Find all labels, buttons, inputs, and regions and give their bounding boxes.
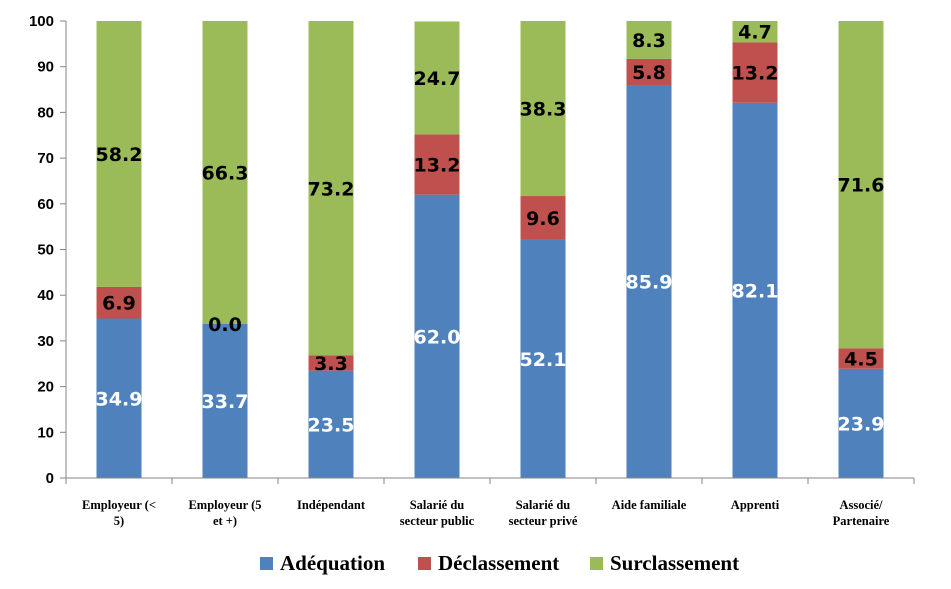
- data-label: 3.3: [314, 353, 348, 375]
- y-tick-label: 40: [37, 287, 54, 304]
- bar-segment: [96, 21, 142, 287]
- data-label: 9.6: [526, 208, 560, 230]
- y-tick-label: 50: [37, 242, 54, 259]
- bar-segment: [732, 42, 778, 103]
- bar-segment: [308, 370, 354, 478]
- y-tick-label: 0: [46, 470, 54, 487]
- y-tick-label: 60: [37, 196, 54, 213]
- x-tick-label: Apprenti: [731, 498, 780, 512]
- x-tick-label: Employeur (< 5): [82, 498, 156, 528]
- bar-segment: [626, 85, 672, 478]
- bar-segment: [838, 21, 884, 349]
- bars: [96, 21, 884, 478]
- data-label: 23.9: [838, 413, 885, 435]
- data-label: 23.5: [308, 414, 355, 436]
- x-tick-label: Aide familiale: [612, 498, 687, 512]
- data-label: 66.3: [202, 162, 249, 184]
- bar-segment: [96, 318, 142, 478]
- data-label: 58.2: [96, 144, 143, 166]
- data-label: 38.3: [520, 99, 567, 121]
- data-label: 8.3: [632, 30, 666, 52]
- y-tick-label: 20: [37, 379, 54, 396]
- y-tick-label: 10: [37, 424, 54, 441]
- bar-segment: [414, 194, 460, 478]
- data-label: 6.9: [102, 293, 136, 315]
- legend-label: Surclassement: [610, 551, 739, 575]
- data-label: 4.7: [738, 22, 772, 44]
- bar-segment: [308, 21, 354, 356]
- data-label: 71.6: [838, 175, 885, 197]
- x-tick-label: Associé/Partenaire: [833, 498, 890, 528]
- data-label: 62.0: [414, 326, 461, 348]
- legend-swatch: [418, 557, 431, 570]
- data-label: 33.7: [202, 391, 249, 413]
- bar-segment: [414, 134, 460, 195]
- data-label: 13.2: [414, 154, 461, 176]
- bar-segment: [520, 21, 566, 197]
- legend-label: Déclassement: [438, 551, 559, 575]
- bar-segment: [414, 21, 460, 135]
- bar-segment: [838, 348, 884, 369]
- y-tick-label: 90: [37, 59, 54, 76]
- data-label: 34.9: [96, 388, 143, 410]
- bar-segment: [520, 239, 566, 478]
- y-tick-label: 80: [37, 104, 54, 121]
- bar-segment: [202, 21, 248, 324]
- data-label: 0.0: [208, 314, 242, 336]
- x-tick-label: Indépendant: [297, 498, 366, 512]
- bar-segment: [626, 58, 672, 86]
- data-label: 52.1: [520, 349, 567, 371]
- x-tick-label: Employeur (5 et +): [188, 498, 261, 528]
- data-labels: 34.9 6.9 58.2 33.7 0.0 66.3 23.5 3.3 73.2 62.0 13.…: [96, 22, 885, 437]
- data-label: 85.9: [626, 272, 673, 294]
- data-label: 5.8: [632, 62, 666, 84]
- y-axis: 0 10 20 30 40 50 60 70 80 90 100: [29, 13, 67, 487]
- bar-segment: [732, 102, 778, 478]
- x-tick-label: Salarié du secteur privé: [509, 498, 578, 528]
- x-axis: Employeur (< 5) Employeur (5 et +) Indépenda…: [65, 477, 915, 528]
- data-label: 73.2: [308, 178, 355, 200]
- y-tick-label: 70: [37, 150, 54, 167]
- bar-segment: [838, 368, 884, 478]
- bar-segment: [308, 355, 354, 371]
- bar-segment: [202, 323, 248, 478]
- legend-item: Déclassement: [418, 551, 559, 575]
- bar-segment: [626, 21, 672, 59]
- legend-item: Adéquation: [260, 551, 385, 575]
- legend-item: Surclassement: [590, 551, 739, 575]
- bar-segment: [732, 21, 778, 43]
- data-label: 13.2: [732, 63, 779, 85]
- legend-swatch: [260, 557, 273, 570]
- bar-segment: [520, 196, 566, 240]
- legend-swatch: [590, 557, 603, 570]
- legend-label: Adéquation: [280, 551, 385, 575]
- y-tick-label: 100: [29, 13, 54, 30]
- data-label: 4.5: [844, 348, 878, 370]
- bar-segment: [96, 286, 142, 319]
- y-tick-label: 30: [37, 333, 54, 350]
- data-label: 82.1: [732, 280, 779, 302]
- legend: Adéquation Déclassement Surclassement: [260, 551, 739, 575]
- data-label: 24.7: [414, 68, 461, 90]
- x-tick-label: Salarié du secteur public: [400, 498, 475, 528]
